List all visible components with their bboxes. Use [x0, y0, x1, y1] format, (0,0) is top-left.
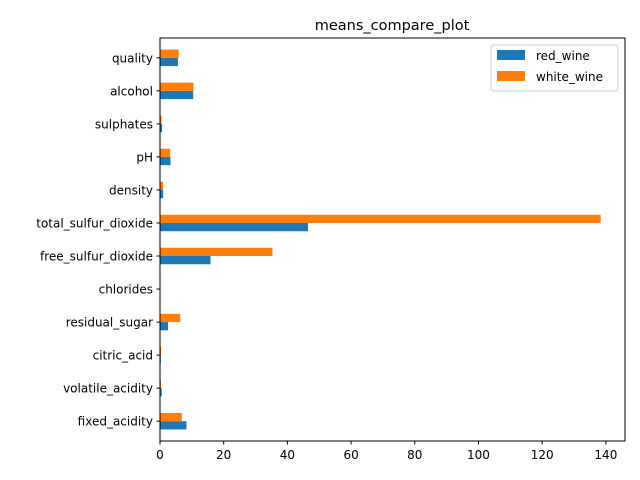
x-tick-label-140: 140 — [594, 448, 617, 462]
y-tick-label-quality: quality — [112, 51, 153, 65]
bar-white-wine-quality — [160, 49, 179, 58]
y-axis-ticks: fixed_acidity volatile_acidity citric_acid… — [36, 51, 160, 429]
bar-red-wine-volatile-acidity — [160, 388, 162, 397]
chart-title: means_compare_plot — [315, 18, 470, 34]
legend-label-red-wine: red_wine — [536, 49, 590, 63]
legend-swatch-white-wine — [497, 71, 525, 81]
y-tick-label-volatile-acidity: volatile_acidity — [63, 382, 153, 396]
bar-red-wine-alcohol — [160, 90, 194, 100]
y-tick-label-total-sulfur-dioxide: total_sulfur_dioxide — [36, 216, 153, 230]
bar-red-wine-density — [160, 189, 164, 199]
legend-label-white-wine: white_wine — [536, 70, 603, 84]
x-tick-label-80: 80 — [407, 448, 422, 462]
bar-red-wine-sulphates — [160, 123, 163, 133]
bar-red-wine-ph — [160, 156, 171, 166]
y-tick-label-citric-acid: citric_acid — [93, 349, 153, 363]
y-tick-label-residual-sugar: residual_sugar — [66, 316, 153, 330]
bar-red-wine-quality — [160, 57, 178, 67]
bars-layer — [160, 49, 601, 430]
bar-white-wine-alcohol — [160, 82, 194, 91]
bar-red-wine-total-sulfur-dioxide — [160, 222, 309, 232]
y-tick-label-ph: pH — [136, 150, 153, 164]
x-tick-label-0: 0 — [156, 448, 164, 462]
bar-red-wine-residual-sugar — [160, 322, 169, 331]
y-tick-label-fixed-acidity: fixed_acidity — [78, 415, 153, 429]
y-tick-label-chlorides: chlorides — [99, 283, 153, 297]
y-tick-label-free-sulfur-dioxide: free_sulfur_dioxide — [40, 250, 153, 264]
bar-white-wine-density — [160, 181, 164, 190]
bar-white-wine-ph — [160, 148, 171, 157]
x-tick-label-60: 60 — [343, 448, 358, 462]
axes-frame — [159, 37, 626, 442]
bar-red-wine-fixed-acidity — [160, 421, 187, 430]
x-axis-ticks: 0 20 40 60 80 100 120 140 — [156, 441, 617, 462]
legend: red_wine white_wine — [490, 44, 619, 92]
x-tick-label-20: 20 — [216, 448, 231, 462]
bar-white-wine-fixed-acidity — [160, 412, 182, 422]
legend-swatch-red-wine — [497, 50, 525, 60]
bar-white-wine-citric-acid — [160, 346, 162, 356]
bar-white-wine-sulphates — [160, 115, 162, 124]
bar-white-wine-residual-sugar — [160, 313, 181, 323]
y-tick-label-alcohol: alcohol — [110, 84, 153, 98]
x-tick-label-120: 120 — [531, 448, 554, 462]
bar-white-wine-free-sulfur-dioxide — [160, 247, 273, 257]
bar-white-wine-total-sulfur-dioxide — [160, 214, 601, 223]
bar-red-wine-free-sulfur-dioxide — [160, 256, 211, 265]
x-tick-label-40: 40 — [280, 448, 295, 462]
y-tick-label-sulphates: sulphates — [95, 117, 153, 131]
x-tick-label-100: 100 — [467, 448, 490, 462]
y-tick-label-density: density — [109, 183, 153, 197]
